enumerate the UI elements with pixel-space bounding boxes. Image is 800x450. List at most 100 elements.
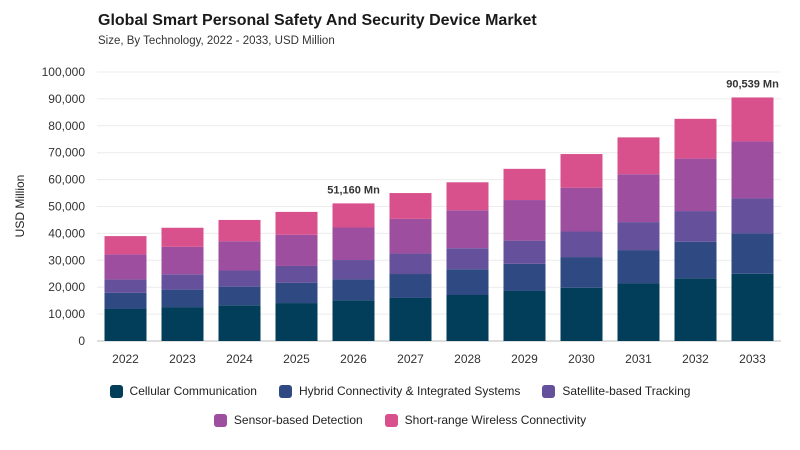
bar-segment bbox=[446, 295, 489, 341]
bar-segment bbox=[617, 222, 660, 251]
bar-segment bbox=[104, 254, 147, 280]
legend-swatch bbox=[384, 413, 398, 427]
bar-segment bbox=[332, 203, 375, 228]
y-tick-label: 30,000 bbox=[48, 253, 85, 267]
bar-segment bbox=[674, 241, 717, 279]
legend-item-cellular: Cellular Communication bbox=[109, 384, 257, 398]
bar-segment bbox=[389, 297, 432, 341]
legend-label: Satellite-based Tracking bbox=[562, 384, 691, 398]
legend-label: Hybrid Connectivity & Integrated Systems bbox=[298, 384, 521, 398]
bar-segment bbox=[161, 307, 204, 341]
bar-segment bbox=[218, 286, 261, 306]
bar-segment bbox=[446, 269, 489, 296]
x-tick-label: 2026 bbox=[340, 352, 367, 366]
legend-swatch bbox=[213, 413, 227, 427]
x-tick-label: 2024 bbox=[226, 352, 253, 366]
x-tick-label: 2027 bbox=[397, 352, 424, 366]
bar-segment bbox=[617, 250, 660, 284]
bar-segment bbox=[503, 200, 546, 241]
bar-segment bbox=[218, 270, 261, 287]
legend-row: Cellular Communication Hybrid Connectivi… bbox=[0, 384, 800, 398]
bar-segment bbox=[674, 118, 717, 159]
legend-item-short-range: Short-range Wireless Connectivity bbox=[384, 413, 586, 427]
chart-title: Global Smart Personal Safety And Securit… bbox=[98, 12, 537, 29]
y-tick-label: 80,000 bbox=[48, 119, 85, 133]
bar-segment bbox=[560, 231, 603, 258]
bar-segment bbox=[161, 246, 204, 275]
legend-item-sensor: Sensor-based Detection bbox=[213, 413, 363, 427]
bar-segment bbox=[332, 227, 375, 261]
bar-segment bbox=[560, 187, 603, 232]
x-tick-label: 2032 bbox=[682, 352, 709, 366]
bar-segment bbox=[275, 303, 318, 341]
y-tick-label: 50,000 bbox=[48, 200, 85, 214]
bar-segment bbox=[731, 233, 774, 274]
bar-segment bbox=[275, 282, 318, 304]
bar-segment bbox=[332, 279, 375, 301]
bar-segment bbox=[446, 182, 489, 211]
bar-segment bbox=[218, 305, 261, 341]
bar-segment bbox=[275, 234, 318, 266]
bar-segment bbox=[674, 278, 717, 341]
bar-segment bbox=[503, 290, 546, 341]
y-tick-label: 40,000 bbox=[48, 226, 85, 240]
x-tick-label: 2033 bbox=[739, 352, 766, 366]
y-axis-label: USD Million bbox=[13, 175, 27, 238]
bar-segment bbox=[104, 236, 147, 255]
bar-segment bbox=[560, 154, 603, 188]
bar-segment bbox=[731, 97, 774, 142]
bar-segment bbox=[161, 274, 204, 290]
bar-segment bbox=[218, 219, 261, 242]
chart-subtitle: Size, By Technology, 2022 - 2033, USD Mi… bbox=[98, 35, 335, 47]
legend-swatch bbox=[278, 384, 292, 398]
x-tick-label: 2030 bbox=[568, 352, 595, 366]
legend: Cellular Communication Hybrid Connectivi… bbox=[0, 384, 800, 442]
data-label: 51,160 Mn bbox=[327, 184, 380, 196]
bar-segment bbox=[389, 218, 432, 254]
y-tick-label: 70,000 bbox=[48, 146, 85, 160]
y-tick-label: 60,000 bbox=[48, 173, 85, 187]
x-tick-label: 2029 bbox=[511, 352, 538, 366]
bar-segment bbox=[332, 300, 375, 341]
y-tick-label: 0 bbox=[78, 334, 85, 348]
bar-chart: 0 10,000 20,000 30,000 40,000 50,000 60,000 70,… bbox=[13, 65, 781, 366]
legend-swatch bbox=[542, 384, 556, 398]
legend-swatch bbox=[109, 384, 123, 398]
bar-segment bbox=[104, 308, 147, 341]
x-tick-label: 2025 bbox=[283, 352, 310, 366]
bar-segment bbox=[218, 241, 261, 271]
bar-segment bbox=[503, 240, 546, 264]
bar-segment bbox=[104, 292, 147, 309]
y-tick-label: 90,000 bbox=[48, 92, 85, 106]
bar-segment bbox=[560, 287, 603, 341]
bar-segment bbox=[503, 168, 546, 201]
bar-segment bbox=[731, 273, 774, 341]
x-tick-label: 2028 bbox=[454, 352, 481, 366]
bar-segment bbox=[674, 158, 717, 212]
data-label: 90,539 Mn bbox=[726, 78, 779, 90]
legend-row: Sensor-based Detection Short-range Wirel… bbox=[0, 413, 800, 427]
legend-label: Sensor-based Detection bbox=[233, 413, 363, 427]
legend-item-hybrid: Hybrid Connectivity & Integrated Systems bbox=[278, 384, 521, 398]
bar-segment bbox=[332, 260, 375, 280]
bar-segment bbox=[275, 211, 318, 235]
bar-segment bbox=[674, 211, 717, 242]
bar-segment bbox=[731, 198, 774, 234]
x-tick-label: 2031 bbox=[625, 352, 652, 366]
y-tick-label: 20,000 bbox=[48, 280, 85, 294]
bar-segment bbox=[617, 137, 660, 175]
bar-segment bbox=[560, 257, 603, 288]
x-tick-label: 2023 bbox=[169, 352, 196, 366]
bar-segment bbox=[389, 253, 432, 275]
y-tick-label: 100,000 bbox=[42, 65, 86, 79]
bar-segment bbox=[446, 210, 489, 249]
bar-segment bbox=[275, 265, 318, 283]
bar-segment bbox=[503, 263, 546, 291]
legend-label: Cellular Communication bbox=[129, 384, 257, 398]
bar-segment bbox=[389, 193, 432, 219]
bar-segment bbox=[617, 283, 660, 341]
bar-segment bbox=[104, 279, 147, 293]
bar-segment bbox=[731, 141, 774, 199]
bar-segment bbox=[389, 274, 432, 298]
bar-segment bbox=[617, 174, 660, 223]
